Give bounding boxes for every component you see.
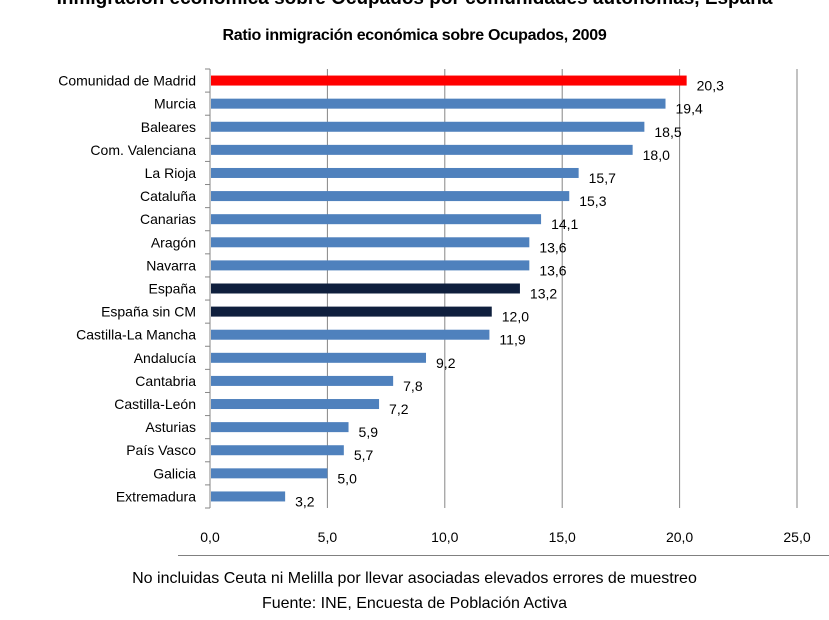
- bar-11: [211, 329, 490, 340]
- page-title: Inmigración económica sobre Ocupados por…: [0, 0, 829, 10]
- category-label: Aragón: [151, 234, 196, 250]
- value-label: 9,2: [436, 355, 456, 371]
- category-label: Asturias: [145, 419, 196, 435]
- source-text: Fuente: INE, Encuesta de Población Activ…: [261, 595, 568, 612]
- bar-17: [211, 468, 328, 479]
- x-tick-label: 0,0: [200, 529, 220, 545]
- value-label: 19,4: [676, 101, 703, 117]
- bar-16: [211, 445, 344, 456]
- bar-6: [211, 214, 542, 225]
- chart-bars: [211, 75, 687, 502]
- category-label: País Vasco: [126, 442, 196, 458]
- chart-title: Ratio inmigración económica sobre Ocupad…: [222, 27, 607, 44]
- category-label: Cantabria: [135, 373, 196, 389]
- bar-1: [211, 98, 666, 109]
- category-label: Castilla-La Mancha: [76, 327, 196, 343]
- bar-15: [211, 422, 349, 433]
- value-label: 13,6: [539, 262, 566, 278]
- value-label: 13,6: [539, 239, 566, 255]
- bar-4: [211, 167, 579, 178]
- category-label: España: [149, 281, 197, 297]
- category-label: Baleares: [141, 119, 196, 135]
- x-tick-label: 15,0: [549, 529, 576, 545]
- value-label: 7,8: [403, 378, 423, 394]
- category-label: Navarra: [146, 257, 196, 273]
- value-label: 18,5: [654, 124, 681, 140]
- footnote-text: No incluidas Ceuta ni Melilla por llevar…: [132, 570, 697, 587]
- category-label: Castilla-León: [114, 396, 196, 412]
- bar-10: [211, 306, 492, 317]
- value-label: 7,2: [389, 401, 409, 417]
- value-label: 5,0: [337, 470, 357, 486]
- category-label: Comunidad de Madrid: [58, 73, 196, 89]
- chart-labels: 0,0 5,0 10,0 15,0 20,0 25,0 Comunidad de Madri…: [58, 73, 811, 545]
- category-label: La Rioja: [145, 165, 197, 181]
- bar-12: [211, 352, 427, 363]
- value-label: 18,0: [643, 147, 670, 163]
- x-tick-label: 20,0: [666, 529, 693, 545]
- value-label: 3,2: [295, 493, 315, 509]
- category-label: Cataluña: [140, 188, 196, 204]
- x-tick-label: 25,0: [783, 529, 810, 545]
- bar-7: [211, 237, 530, 248]
- category-label: Galicia: [153, 465, 196, 481]
- value-label: 5,9: [359, 424, 379, 440]
- bar-0: [211, 75, 687, 86]
- bar-9: [211, 283, 520, 294]
- category-label: Com. Valenciana: [90, 142, 196, 158]
- value-label: 11,9: [499, 332, 525, 348]
- bar-5: [211, 191, 570, 202]
- value-label: 14,1: [551, 216, 578, 232]
- bar-8: [211, 260, 530, 271]
- category-label: Extremadura: [116, 488, 196, 504]
- value-label: 12,0: [502, 309, 529, 325]
- bar-2: [211, 121, 645, 132]
- category-label: Andalucía: [134, 350, 196, 366]
- bar-18: [211, 491, 286, 502]
- value-label: 15,7: [589, 170, 616, 186]
- bar-chart: 0,0 5,0 10,0 15,0 20,0 25,0 Comunidad de Madri…: [58, 68, 811, 545]
- value-label: 5,7: [354, 447, 374, 463]
- bar-14: [211, 399, 380, 410]
- chart-axes: [205, 68, 211, 509]
- x-tick-label: 10,0: [431, 529, 458, 545]
- value-label: 13,2: [530, 286, 557, 302]
- x-tick-label: 5,0: [318, 529, 338, 545]
- bar-13: [211, 375, 394, 386]
- category-label: Canarias: [140, 211, 196, 227]
- value-label: 15,3: [579, 193, 606, 209]
- bar-3: [211, 144, 633, 155]
- value-label: 20,3: [697, 78, 724, 94]
- category-label: Murcia: [154, 96, 196, 112]
- footer-divider: [178, 555, 829, 556]
- category-label: España sin CM: [101, 304, 196, 320]
